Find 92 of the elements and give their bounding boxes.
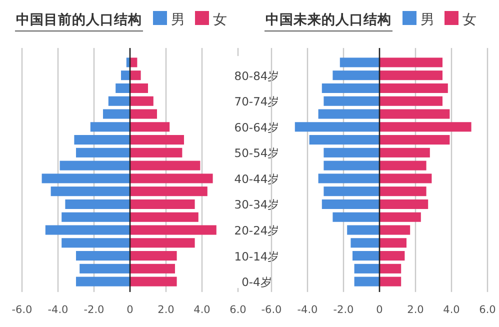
bar [130, 251, 177, 261]
bar [130, 264, 175, 274]
chart-title: 中国目前的人口结构 [16, 12, 142, 28]
bar [322, 83, 380, 93]
bar [380, 148, 430, 158]
x-tick-label: 6.0 [230, 304, 246, 316]
bar [380, 264, 402, 274]
x-tick-label: -6.0 [12, 304, 32, 316]
bar [380, 174, 432, 184]
bar [130, 186, 208, 196]
bar [332, 70, 380, 80]
x-tick-label: -6.0 [261, 304, 282, 316]
bar [130, 135, 184, 145]
bar [380, 238, 406, 248]
bar [380, 251, 405, 261]
bar [380, 135, 450, 145]
legend-label: 女 [213, 12, 227, 28]
bar [347, 225, 380, 235]
bar [90, 122, 130, 132]
bar [380, 160, 426, 170]
x-tick-label: 2.0 [407, 304, 424, 316]
bar [354, 264, 380, 274]
x-tick-label: -4.0 [297, 304, 318, 316]
bar [130, 212, 198, 222]
bar [332, 212, 380, 222]
bar [130, 276, 177, 286]
x-tick-label: -4.0 [48, 304, 68, 316]
bar [380, 83, 448, 93]
bar [76, 148, 130, 158]
bar [350, 238, 380, 248]
bar [318, 174, 380, 184]
bar [130, 122, 170, 132]
bar [380, 96, 442, 106]
bar [50, 186, 130, 196]
x-tick-label: 2.0 [158, 304, 174, 316]
bar [74, 135, 130, 145]
bar [130, 160, 200, 170]
bar [130, 96, 154, 106]
x-tick-label: 0 [376, 304, 383, 316]
bar [324, 186, 380, 196]
bar [380, 212, 421, 222]
x-tick-label: -2.0 [333, 304, 354, 316]
x-tick-label: -2.0 [84, 304, 104, 316]
legend-label: 女 [462, 12, 476, 28]
bar [62, 238, 130, 248]
bar [130, 148, 182, 158]
bar [324, 148, 380, 158]
bar [45, 225, 130, 235]
bar [121, 70, 130, 80]
bar [62, 212, 130, 222]
bar [352, 251, 380, 261]
bar [130, 199, 195, 209]
bar [380, 225, 410, 235]
chart-title: 中国未来的人口结构 [266, 12, 392, 28]
bar [130, 70, 141, 80]
bar [130, 83, 148, 93]
bar [309, 135, 380, 145]
bar [116, 83, 130, 93]
bar [65, 199, 130, 209]
x-tick-label: 6.0 [479, 304, 496, 316]
bar [324, 160, 380, 170]
bar [76, 276, 130, 286]
bar [108, 96, 130, 106]
bar [130, 58, 138, 68]
x-tick-label: 4.0 [194, 304, 210, 316]
bar [76, 251, 130, 261]
legend-label: 男 [420, 12, 434, 28]
y-tick-label: 0-4岁 [242, 275, 272, 290]
bar [60, 160, 130, 170]
bar [294, 122, 380, 132]
bar [80, 264, 130, 274]
bar [380, 109, 450, 119]
bar [42, 174, 130, 184]
bar [380, 186, 426, 196]
bar [380, 70, 442, 80]
bar [380, 58, 442, 68]
bar [318, 109, 380, 119]
bar [354, 276, 380, 286]
bar [130, 225, 216, 235]
bar [380, 122, 472, 132]
bar [380, 199, 428, 209]
bar [130, 109, 157, 119]
bar [324, 96, 380, 106]
legend-label: 男 [171, 12, 185, 28]
x-tick-label: 4.0 [443, 304, 460, 316]
bar [130, 174, 213, 184]
bar [322, 199, 380, 209]
bar [103, 109, 130, 119]
bar [380, 276, 402, 286]
bar [130, 238, 195, 248]
bar [340, 58, 380, 68]
x-tick-label: 0 [126, 304, 134, 316]
